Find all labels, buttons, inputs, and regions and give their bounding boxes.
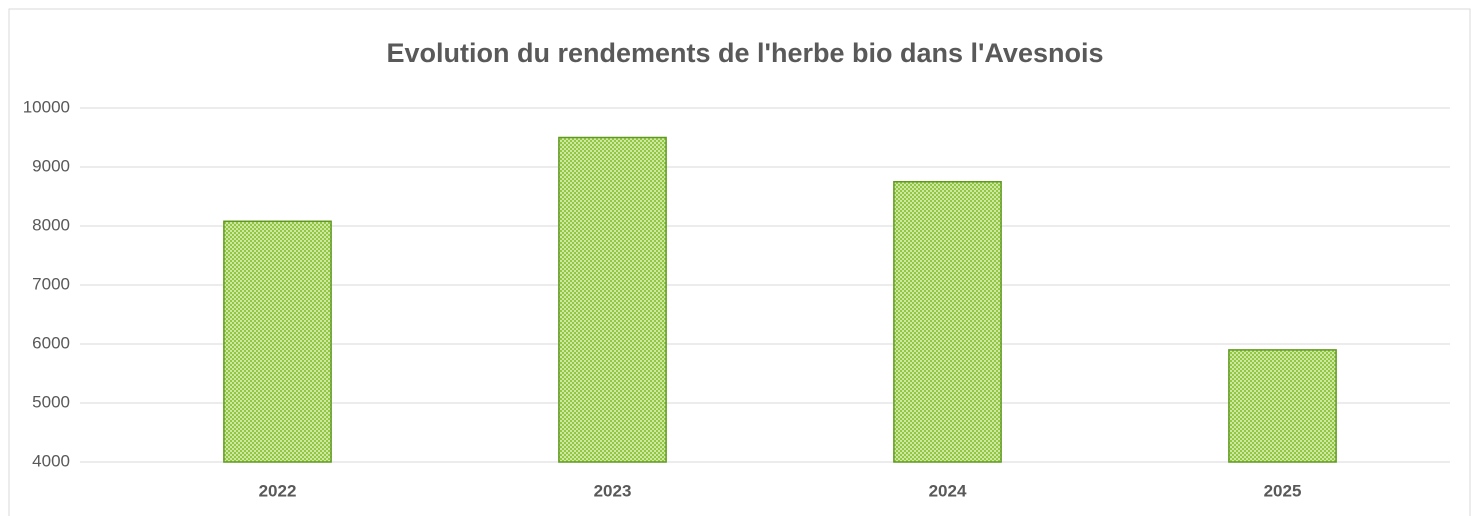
x-tick-label: 2022 bbox=[259, 481, 297, 500]
bar bbox=[893, 181, 1002, 463]
y-tick-label: 8000 bbox=[32, 215, 70, 234]
chart-title: Evolution du rendements de l'herbe bio d… bbox=[387, 38, 1104, 68]
bar bbox=[558, 136, 667, 463]
x-tick-label: 2023 bbox=[594, 481, 632, 500]
bar bbox=[1228, 349, 1337, 463]
y-tick-label: 6000 bbox=[32, 333, 70, 352]
y-tick-label: 9000 bbox=[32, 156, 70, 175]
y-tick-label: 5000 bbox=[32, 392, 70, 411]
x-tick-label: 2025 bbox=[1264, 481, 1302, 500]
y-tick-label: 4000 bbox=[32, 451, 70, 470]
y-tick-label: 10000 bbox=[23, 97, 70, 116]
bar bbox=[223, 220, 332, 463]
y-tick-label: 7000 bbox=[32, 274, 70, 293]
x-tick-label: 2024 bbox=[929, 481, 967, 500]
